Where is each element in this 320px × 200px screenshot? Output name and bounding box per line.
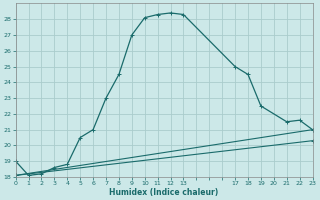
X-axis label: Humidex (Indice chaleur): Humidex (Indice chaleur) [109,188,219,197]
